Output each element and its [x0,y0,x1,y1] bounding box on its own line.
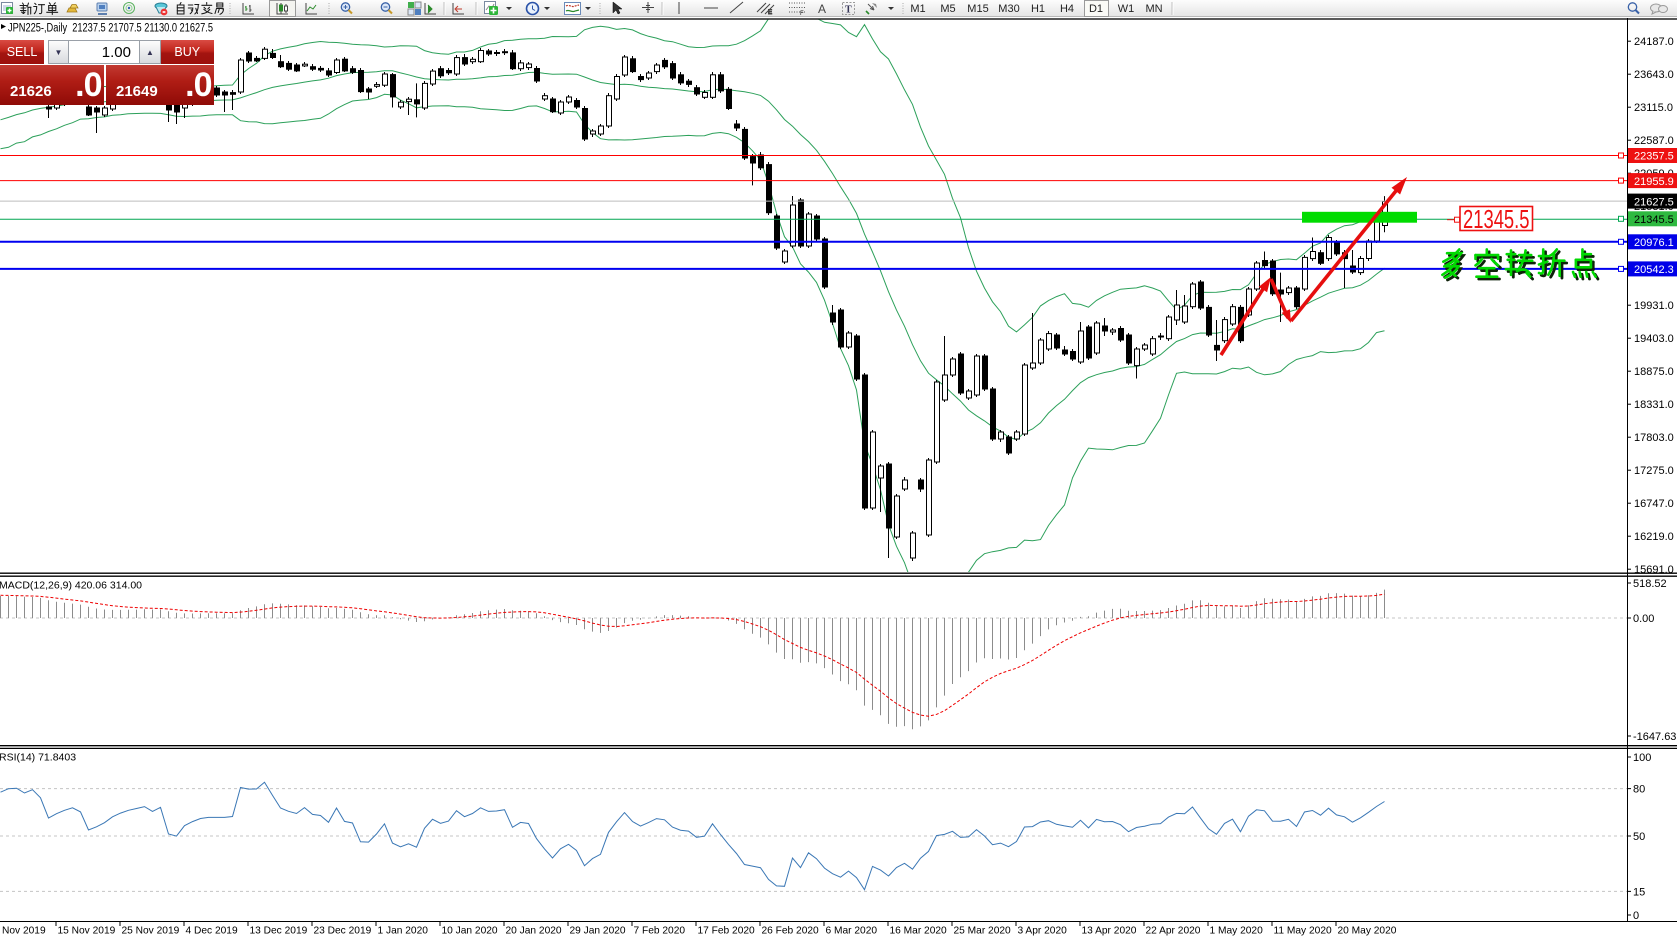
svg-text:MACD(12,26,9) 420.06 314.00: MACD(12,26,9) 420.06 314.00 [0,580,142,592]
svg-text:18331.0: 18331.0 [1634,399,1674,411]
svg-text:T: T [845,5,852,16]
svg-text:100: 100 [1633,752,1651,764]
svg-text:E: E [768,10,772,16]
svg-text:29 Jan 2020: 29 Jan 2020 [570,926,626,937]
svg-text:21627.5: 21627.5 [1634,196,1674,208]
svg-text:17275.0: 17275.0 [1634,465,1674,477]
svg-text:1 Jan 2020: 1 Jan 2020 [378,926,429,937]
svg-text:0: 0 [1633,910,1639,922]
svg-text:3 Apr 2020: 3 Apr 2020 [1018,926,1068,937]
svg-text:15691.0: 15691.0 [1634,564,1674,576]
svg-text:22357.5: 22357.5 [1634,151,1674,163]
svg-text:26 Feb 2020: 26 Feb 2020 [762,926,820,937]
svg-text:20542.3: 20542.3 [1634,264,1674,276]
svg-text:15 Nov 2019: 15 Nov 2019 [58,926,116,937]
svg-text:JPN225-,Daily 21237.5 21707.5: JPN225-,Daily 21237.5 21707.5 21130.0 21… [8,23,213,35]
svg-text:M1: M1 [910,3,925,15]
svg-text:20 Jan 2020: 20 Jan 2020 [506,926,562,937]
svg-text:MN: MN [1145,3,1162,15]
svg-text:A: A [818,2,826,16]
svg-text:13 Dec 2019: 13 Dec 2019 [250,926,308,937]
svg-text:1 May 2020: 1 May 2020 [1210,926,1264,937]
svg-text:H1: H1 [1031,3,1045,15]
svg-text:M15: M15 [967,3,988,15]
svg-text:20976.1: 20976.1 [1634,237,1674,249]
svg-text:25 Mar 2020: 25 Mar 2020 [954,926,1012,937]
svg-text:23115.0: 23115.0 [1634,102,1673,114]
svg-text:11 May 2020: 11 May 2020 [1274,926,1332,937]
svg-text:25 Nov 2019: 25 Nov 2019 [122,926,180,937]
svg-text:23 Dec 2019: 23 Dec 2019 [314,926,372,937]
svg-text:M5: M5 [940,3,955,15]
svg-text:22 Apr 2020: 22 Apr 2020 [1146,926,1201,937]
svg-text:19403.0: 19403.0 [1634,333,1674,345]
svg-text:21955.9: 21955.9 [1634,176,1674,188]
svg-text:F: F [800,11,804,17]
svg-text:-1647.63: -1647.63 [1633,731,1676,743]
svg-text:D1: D1 [1089,3,1103,15]
svg-text:7 Feb 2020: 7 Feb 2020 [634,926,686,937]
svg-text:50: 50 [1633,831,1645,843]
svg-text:518.52: 518.52 [1633,578,1667,590]
svg-text:23643.0: 23643.0 [1634,69,1674,81]
svg-text:16747.0: 16747.0 [1634,498,1674,510]
svg-text:M30: M30 [998,3,1019,15]
svg-text:17 Feb 2020: 17 Feb 2020 [698,926,756,937]
svg-text:18875.0: 18875.0 [1634,366,1674,378]
svg-text:17803.0: 17803.0 [1634,432,1674,444]
svg-text:13 Apr 2020: 13 Apr 2020 [1082,926,1137,937]
svg-text:16219.0: 16219.0 [1634,531,1674,543]
svg-text:80: 80 [1633,784,1645,796]
svg-text:0.00: 0.00 [1633,613,1654,625]
svg-text:22587.0: 22587.0 [1634,135,1674,147]
svg-text:W1: W1 [1118,3,1135,15]
svg-text:10 Jan 2020: 10 Jan 2020 [442,926,498,937]
svg-text:21345.5: 21345.5 [1463,204,1530,234]
svg-text:19931.0: 19931.0 [1634,300,1674,312]
svg-text:6 Mar 2020: 6 Mar 2020 [826,926,878,937]
svg-text:21345.5: 21345.5 [1634,214,1674,226]
svg-text:16 Mar 2020: 16 Mar 2020 [890,926,948,937]
svg-text:H4: H4 [1060,3,1074,15]
svg-text:RSI(14) 71.8403: RSI(14) 71.8403 [0,752,76,764]
svg-text:15: 15 [1633,886,1645,898]
svg-text:4 Dec 2019: 4 Dec 2019 [186,926,238,937]
svg-text:20 May 2020: 20 May 2020 [1338,926,1397,937]
svg-text:24187.0: 24187.0 [1634,36,1674,48]
svg-text:5 Nov 2019: 5 Nov 2019 [0,926,46,937]
